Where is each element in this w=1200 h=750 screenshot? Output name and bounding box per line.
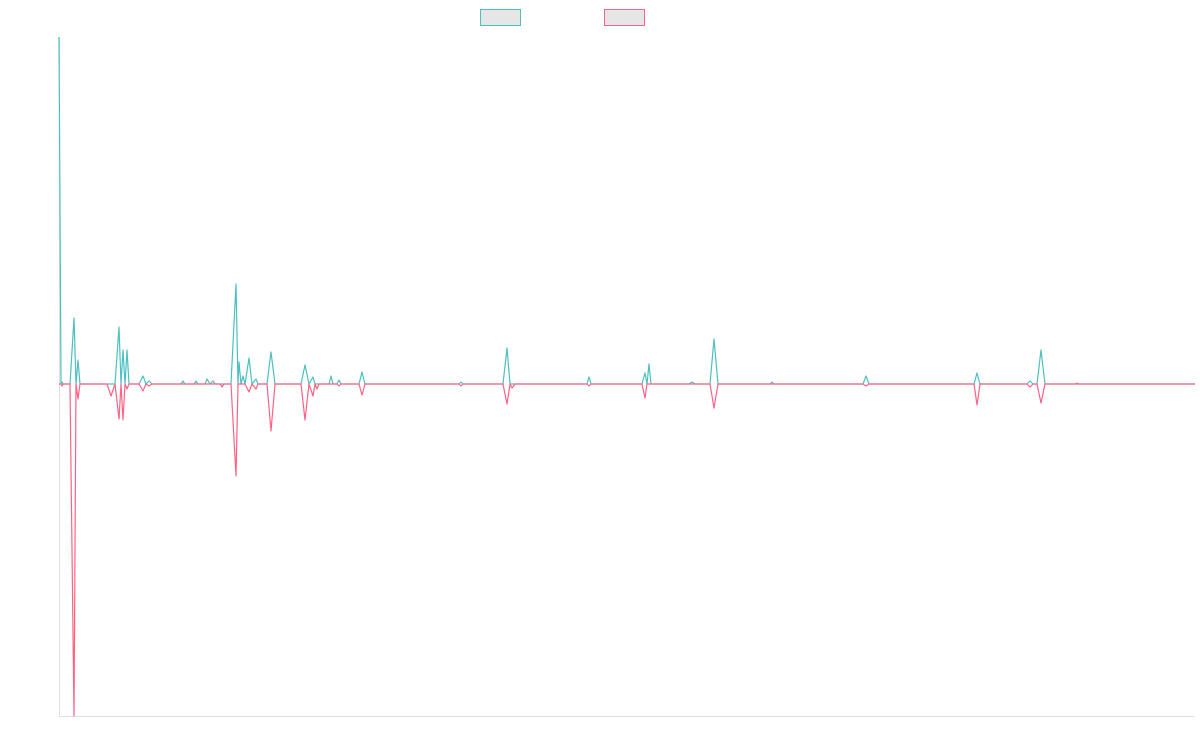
legend-swatch[interactable] xyxy=(604,9,645,26)
data-line xyxy=(59,383,1195,717)
data-line xyxy=(58,36,1195,385)
legend-swatch[interactable] xyxy=(480,9,521,26)
